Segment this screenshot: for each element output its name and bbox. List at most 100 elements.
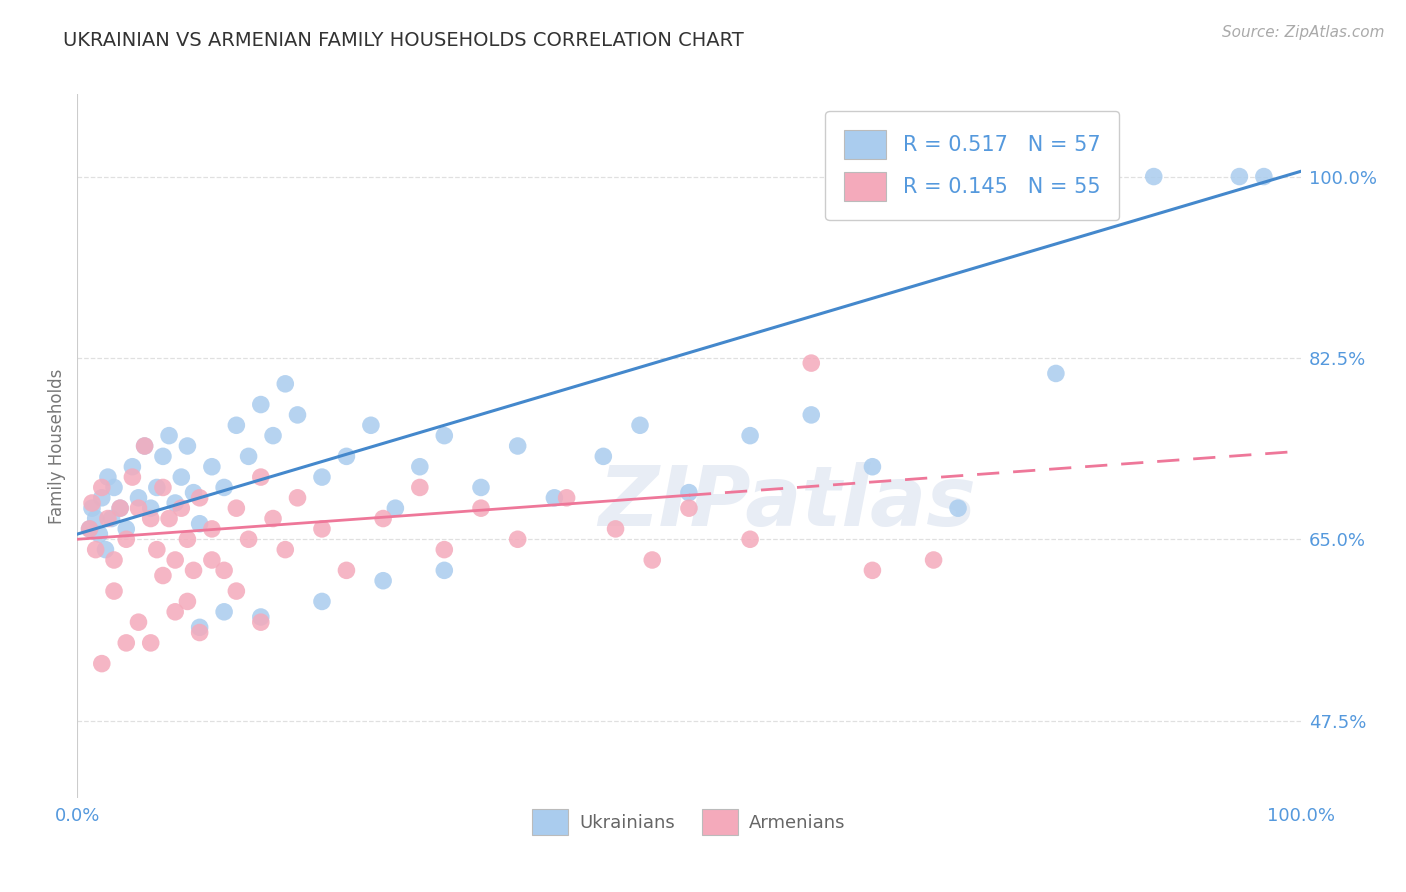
Point <box>121 470 143 484</box>
Point <box>274 376 297 391</box>
Point <box>170 470 193 484</box>
Point <box>250 470 273 484</box>
Point <box>139 636 162 650</box>
Point <box>103 480 125 494</box>
Point <box>922 553 945 567</box>
Point <box>80 496 103 510</box>
Point <box>115 522 138 536</box>
Point <box>335 563 357 577</box>
Point <box>946 501 969 516</box>
Point <box>1143 169 1166 184</box>
Text: ZIPatlas: ZIPatlas <box>598 462 976 543</box>
Text: Source: ZipAtlas.com: Source: ZipAtlas.com <box>1222 25 1385 40</box>
Point <box>470 480 492 494</box>
Point <box>371 511 394 525</box>
Point <box>311 594 333 608</box>
Point <box>134 439 156 453</box>
Point <box>201 522 224 536</box>
Point <box>165 605 187 619</box>
Point <box>152 450 174 464</box>
Point <box>409 459 432 474</box>
Point <box>188 620 211 634</box>
Point <box>108 501 131 516</box>
Point <box>543 491 565 505</box>
Point <box>134 439 156 453</box>
Point <box>287 491 309 505</box>
Legend: Ukrainians, Armenians: Ukrainians, Armenians <box>524 802 853 842</box>
Point <box>176 594 198 608</box>
Point <box>188 516 211 531</box>
Point <box>433 428 456 442</box>
Point <box>115 533 138 547</box>
Point <box>201 553 224 567</box>
Point <box>139 511 162 525</box>
Point <box>225 418 247 433</box>
Point <box>506 439 529 453</box>
Point <box>1045 367 1067 381</box>
Point <box>94 542 117 557</box>
Point <box>152 568 174 582</box>
Point <box>100 511 122 525</box>
Point <box>79 522 101 536</box>
Point <box>740 533 762 547</box>
Point <box>384 501 406 516</box>
Point <box>115 636 138 650</box>
Point <box>90 491 112 505</box>
Point <box>165 496 187 510</box>
Point <box>678 485 700 500</box>
Point <box>371 574 394 588</box>
Point <box>212 480 235 494</box>
Point <box>152 480 174 494</box>
Point <box>800 408 823 422</box>
Point <box>170 501 193 516</box>
Point <box>212 563 235 577</box>
Point <box>84 542 107 557</box>
Point <box>79 522 101 536</box>
Point <box>862 563 884 577</box>
Point <box>262 511 284 525</box>
Point <box>605 522 627 536</box>
Point <box>97 511 120 525</box>
Point <box>555 491 578 505</box>
Point <box>262 428 284 442</box>
Point <box>165 553 187 567</box>
Point <box>188 491 211 505</box>
Point <box>80 501 103 516</box>
Point <box>176 439 198 453</box>
Point <box>183 485 205 500</box>
Point <box>1229 169 1251 184</box>
Point <box>360 418 382 433</box>
Point <box>250 398 273 412</box>
Point <box>90 480 112 494</box>
Point <box>157 428 180 442</box>
Point <box>250 610 273 624</box>
Point <box>740 428 762 442</box>
Point <box>641 553 664 567</box>
Point <box>800 356 823 370</box>
Point <box>470 501 492 516</box>
Point <box>274 542 297 557</box>
Point <box>103 584 125 599</box>
Point <box>212 605 235 619</box>
Point <box>225 501 247 516</box>
Point <box>335 450 357 464</box>
Point <box>188 625 211 640</box>
Point <box>201 459 224 474</box>
Point <box>628 418 651 433</box>
Point <box>157 511 180 525</box>
Point <box>127 615 149 630</box>
Y-axis label: Family Households: Family Households <box>48 368 66 524</box>
Point <box>183 563 205 577</box>
Point <box>238 533 260 547</box>
Point <box>108 501 131 516</box>
Point <box>311 522 333 536</box>
Point <box>287 408 309 422</box>
Point <box>1253 169 1275 184</box>
Point <box>84 511 107 525</box>
Point <box>127 501 149 516</box>
Point <box>146 542 169 557</box>
Point <box>433 563 456 577</box>
Point <box>176 533 198 547</box>
Point <box>862 459 884 474</box>
Point <box>97 470 120 484</box>
